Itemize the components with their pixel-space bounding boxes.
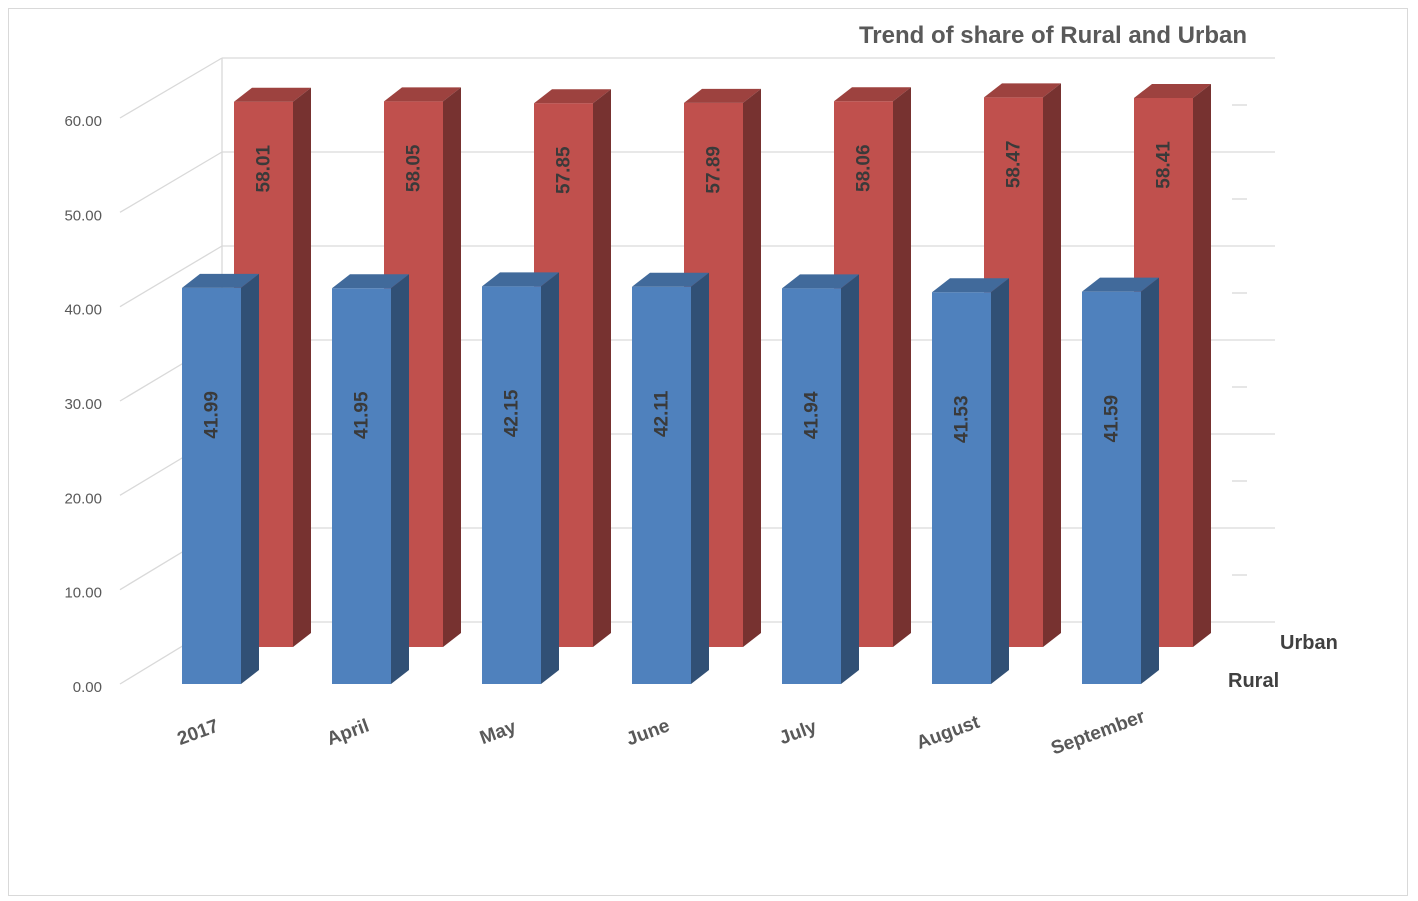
x-category-label: 2017 bbox=[175, 716, 222, 750]
x-category-label: June bbox=[624, 715, 673, 750]
bar-rural-top bbox=[1082, 277, 1159, 292]
gridline-side bbox=[119, 245, 223, 308]
bar-urban-side bbox=[293, 87, 311, 648]
bar-rural-side bbox=[991, 278, 1009, 684]
bar-rural-side bbox=[841, 274, 859, 684]
bar-rural-top bbox=[482, 272, 559, 287]
data-label-rural: 41.99 bbox=[202, 391, 223, 439]
bar-rural-front bbox=[632, 286, 691, 684]
data-label-urban: 58.47 bbox=[1004, 141, 1025, 189]
bar-urban-side bbox=[1043, 83, 1061, 647]
data-label-urban: 58.05 bbox=[404, 144, 425, 192]
bar-urban-top bbox=[234, 87, 311, 102]
bar-urban-side bbox=[1193, 83, 1211, 648]
data-label-urban: 58.01 bbox=[254, 144, 275, 192]
bar-rural-side bbox=[241, 273, 259, 684]
data-label-urban: 57.89 bbox=[704, 146, 725, 194]
series-label-urban: Urban bbox=[1280, 632, 1338, 654]
data-label-rural: 41.95 bbox=[352, 391, 373, 439]
bar-urban-top bbox=[1134, 83, 1211, 98]
bar-urban-side bbox=[743, 88, 761, 648]
bar-rural-front bbox=[332, 288, 391, 684]
bar-urban-top bbox=[834, 87, 911, 102]
bar-urban-top bbox=[534, 89, 611, 104]
bar-rural-front bbox=[932, 292, 991, 684]
y-tick-label: 10.00 bbox=[64, 585, 102, 602]
x-category-label: August bbox=[914, 712, 983, 754]
data-label-urban: 58.41 bbox=[1154, 141, 1175, 189]
bar-rural-front bbox=[482, 286, 541, 684]
y-tick-label: 0.00 bbox=[73, 679, 102, 696]
y-tick-label: 50.00 bbox=[64, 207, 102, 224]
bar-rural-top bbox=[332, 274, 409, 289]
data-label-urban: 58.06 bbox=[854, 144, 875, 192]
bar-urban-side bbox=[593, 89, 611, 647]
y-tick-label: 20.00 bbox=[64, 490, 102, 507]
y-tick-label: 30.00 bbox=[64, 396, 102, 413]
data-label-rural: 41.59 bbox=[1102, 395, 1123, 443]
bar-rural-top bbox=[632, 272, 709, 287]
bar-rural-top bbox=[182, 273, 259, 288]
bars-layer bbox=[182, 83, 1211, 684]
bar-urban-top bbox=[684, 88, 761, 103]
bar-rural-front bbox=[782, 288, 841, 684]
bar-rural-side bbox=[691, 272, 709, 684]
bar-rural-side bbox=[391, 274, 409, 684]
bar-urban-top bbox=[384, 87, 461, 102]
x-category-label: September bbox=[1048, 706, 1148, 760]
y-tick-label: 40.00 bbox=[64, 302, 102, 319]
bar-rural-front bbox=[1082, 291, 1141, 684]
data-label-rural: 41.94 bbox=[802, 391, 823, 439]
data-label-urban: 57.85 bbox=[554, 146, 575, 194]
data-label-rural: 42.11 bbox=[652, 390, 673, 437]
data-label-rural: 42.15 bbox=[502, 389, 523, 437]
bar-rural-side bbox=[1141, 277, 1159, 684]
data-label-rural: 41.53 bbox=[952, 395, 973, 443]
x-category-label: July bbox=[777, 716, 820, 749]
y-tick-label: 60.00 bbox=[64, 113, 102, 130]
gridline-side bbox=[119, 57, 223, 119]
gridline-side bbox=[119, 151, 223, 213]
bar-urban-top bbox=[984, 83, 1061, 98]
bar-rural-side bbox=[541, 272, 559, 684]
bar-rural-top bbox=[932, 278, 1009, 293]
series-label-rural: Rural bbox=[1228, 670, 1279, 692]
x-category-label: April bbox=[324, 716, 372, 751]
bar-rural-front bbox=[182, 287, 241, 684]
bar-urban-side bbox=[443, 87, 461, 647]
bar-urban-side bbox=[893, 87, 911, 647]
x-category-label: May bbox=[477, 716, 519, 749]
chart-title: Trend of share of Rural and Urban bbox=[859, 22, 1247, 49]
bar-rural-top bbox=[782, 274, 859, 289]
